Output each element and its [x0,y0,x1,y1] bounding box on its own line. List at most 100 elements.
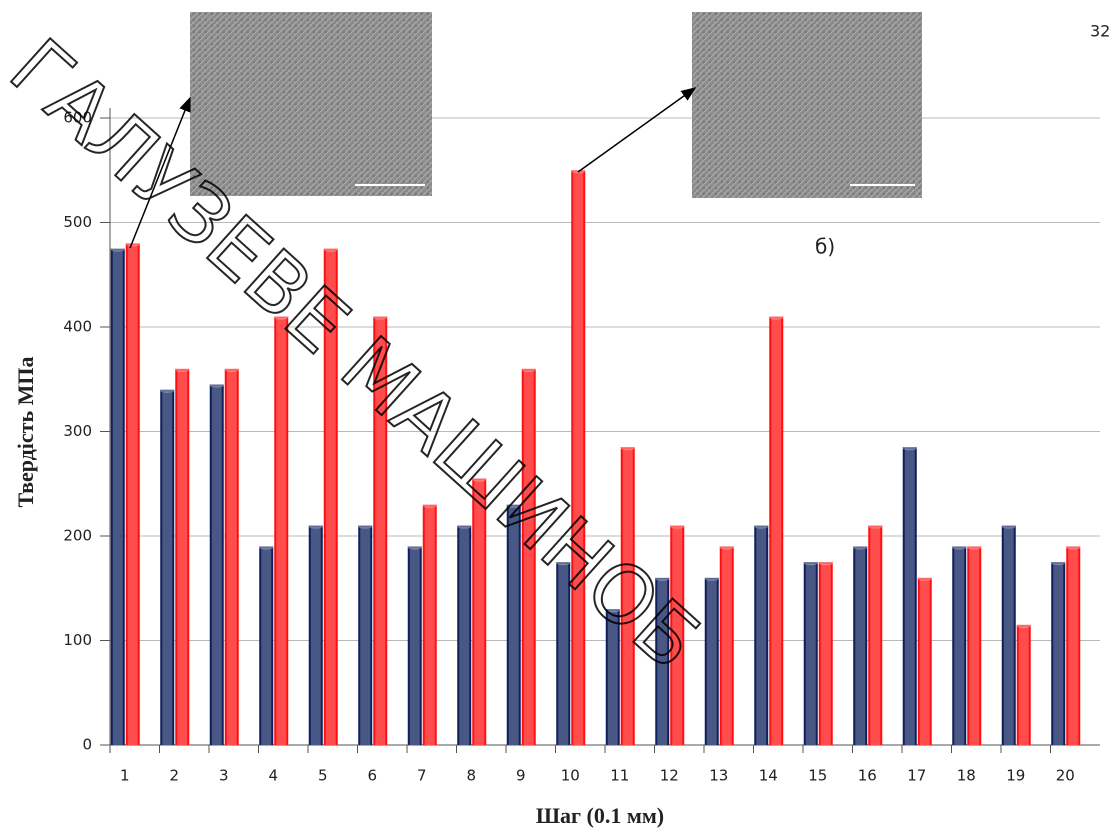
bar-cap [917,576,932,581]
bar [704,577,719,745]
bar-cap [506,503,521,508]
bar [902,447,917,745]
x-tick-label: 8 [466,767,476,785]
bar [209,384,224,745]
image [692,12,922,198]
bar-highlight [211,386,222,745]
x-tick-label: 17 [907,767,926,785]
bar-highlight [622,449,633,745]
bar-cap [556,561,571,566]
bar-highlight [162,391,173,745]
bar [125,243,140,745]
bar [719,546,734,745]
bar-highlight [573,172,584,745]
bar [670,525,685,745]
micrograph [129,12,922,249]
bar [853,546,868,745]
bar-highlight [607,611,618,745]
bar-highlight [127,245,138,745]
bar-cap [1051,561,1066,566]
bar-highlight [919,579,930,745]
bar-cap [769,315,784,320]
bar [868,525,883,745]
bar-highlight [657,579,668,745]
bar [1051,562,1066,745]
bar [556,562,571,745]
arrow [577,87,697,173]
bar-cap [719,545,734,550]
bar-highlight [360,527,371,745]
bar-cap [358,524,373,529]
bar-highlight [523,370,534,745]
bar-highlight [310,527,321,745]
bar [952,546,967,745]
bar [160,389,175,745]
bar-cap [655,576,670,581]
bar-highlight [325,250,336,745]
bar-cap [902,446,917,451]
bar-cap [868,524,883,529]
bar-highlight [508,506,519,745]
bar-cap [407,545,422,550]
bar-highlight [474,480,485,745]
y-tick-label: 600 [63,109,92,127]
x-tick-label: 1 [120,767,130,785]
bar-cap [323,247,338,252]
bar-highlight [855,548,866,745]
bar-cap [472,477,487,482]
y-tick-label: 100 [63,631,92,649]
x-tick-label: 16 [858,767,877,785]
bar [917,577,932,745]
bar-cap [274,315,289,320]
bar-highlight [1018,626,1029,745]
bar [605,609,620,745]
y-tick-label: 300 [63,422,92,440]
bar-cap [175,367,190,372]
bar-cap [457,524,472,529]
bar-highlight [558,564,569,745]
bar [407,546,422,745]
bar [1001,525,1016,745]
bar-highlight [969,548,980,745]
bar [620,447,635,745]
x-tick-label: 12 [660,767,679,785]
bar-highlight [756,527,767,745]
arrow [129,96,191,249]
bar-cap [818,561,833,566]
bar [754,525,769,745]
bar-highlight [706,579,717,745]
bar [818,562,833,745]
x-tick-label: 20 [1056,767,1075,785]
bar-highlight [672,527,683,745]
x-tick-label: 7 [417,767,427,785]
y-tick-label: 400 [63,318,92,336]
bar-cap [605,608,620,613]
bar-cap [224,367,239,372]
y-tick-label: 500 [63,213,92,231]
x-tick-label: 10 [561,767,580,785]
bar-cap [521,367,536,372]
x-tick-label: 6 [367,767,377,785]
x-tick-label: 15 [808,767,827,785]
bar [803,562,818,745]
bar [655,577,670,745]
y-axis-title: Твердість МПа [13,357,38,508]
bar-highlight [954,548,965,745]
bar [506,504,521,745]
bar-cap [620,446,635,451]
y-tick-label: 200 [63,527,92,545]
x-axis-title: Шаг (0.1 мм) [536,803,664,828]
bar [422,504,437,745]
bar-highlight [1053,564,1064,745]
bar-highlight [226,370,237,745]
bar-cap [803,561,818,566]
bar-cap [308,524,323,529]
bar-cap [1066,545,1081,550]
bar-cap [373,315,388,320]
bar-cap [967,545,982,550]
annotation: б) [815,235,835,259]
bar [259,546,274,745]
x-tick-label: 14 [759,767,778,785]
